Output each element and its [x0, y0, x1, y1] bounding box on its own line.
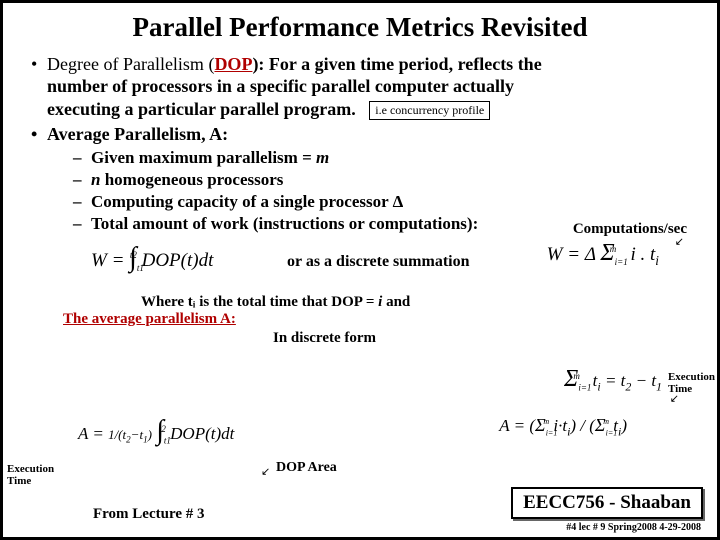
exec-time-right: Execution Time	[668, 371, 715, 395]
sub-max-parallelism: Given maximum parallelism = m	[73, 148, 699, 168]
b1-cont1: number of processors in a specific paral…	[47, 75, 699, 98]
discrete-form-label: In discrete form	[273, 330, 699, 347]
where-b: i	[378, 294, 386, 310]
discrete-sum-label: or as a discrete summation	[287, 253, 470, 271]
s2b: homogeneous processors	[100, 170, 283, 189]
exec-l1: Execution	[7, 463, 54, 475]
sub-capacity: Computing capacity of a single processor…	[73, 192, 699, 212]
formula-w-integral: W = ∫t1t2 DOP(t)dt	[91, 242, 213, 274]
b1-tail: ): For a given time period, reflects the	[252, 54, 541, 74]
avg-parallelism-line: The average parallelism A:	[63, 311, 699, 328]
arrow-icon: ↙	[261, 465, 270, 478]
formula-a-sigma: A = (Σi=1m i·ti) / (Σi=1m ti)	[499, 415, 627, 439]
bullet-dop: Degree of Parallelism (DOP): For a given…	[31, 53, 699, 76]
sub-n-processors: n homogeneous processors	[73, 170, 699, 190]
s1a: Given maximum parallelism =	[91, 148, 316, 167]
footer-box: EECC756 - Shaaban	[511, 487, 703, 519]
formula-w-sigma: W = Δ Σi=1m i . ti	[547, 240, 659, 269]
exec-l2: Time	[7, 475, 31, 487]
bullet-avg-parallelism: Average Parallelism, A:	[31, 123, 699, 146]
sub-total-work: Total amount of work (instructions or co…	[73, 214, 699, 234]
formula-sigma-ti: Σi=1m ti = t2 − t1	[564, 366, 662, 394]
slide-title: Parallel Performance Metrics Revisited	[3, 3, 717, 49]
where-a: Where tᵢ is the total time that DOP =	[141, 294, 378, 310]
where-line: Where tᵢ is the total time that DOP = i …	[141, 294, 699, 311]
concurrency-box: i.e concurrency profile	[369, 101, 490, 120]
exec-r1: Execution	[668, 371, 715, 383]
exec-time-left: Execution Time	[7, 463, 54, 487]
from-lecture: From Lecture # 3	[93, 506, 205, 523]
arrow-icon-3: ↙	[675, 235, 684, 248]
footer-text: #4 lec # 9 Spring2008 4-29-2008	[566, 522, 701, 533]
where-c: and	[386, 294, 410, 310]
formula-a-integral: A = 1/(t2−t1) ∫t1t2 DOP(t)dt	[78, 415, 234, 447]
s1b: m	[316, 148, 329, 167]
dop-term: DOP	[214, 54, 252, 74]
exec-r2: Time	[668, 383, 692, 395]
b1-cont2-row: executing a particular parallel program.…	[47, 98, 699, 121]
b1-cont2: executing a particular parallel program.	[47, 99, 356, 119]
b1-lead: Degree of Parallelism (	[47, 54, 214, 74]
dop-area-label: DOP Area	[276, 460, 337, 476]
formula-row-1: W = ∫t1t2 DOP(t)dt or as a discrete summ…	[31, 240, 699, 286]
dop-area-text: DOP Area	[276, 460, 337, 475]
content-area: Degree of Parallelism (DOP): For a given…	[3, 53, 717, 347]
